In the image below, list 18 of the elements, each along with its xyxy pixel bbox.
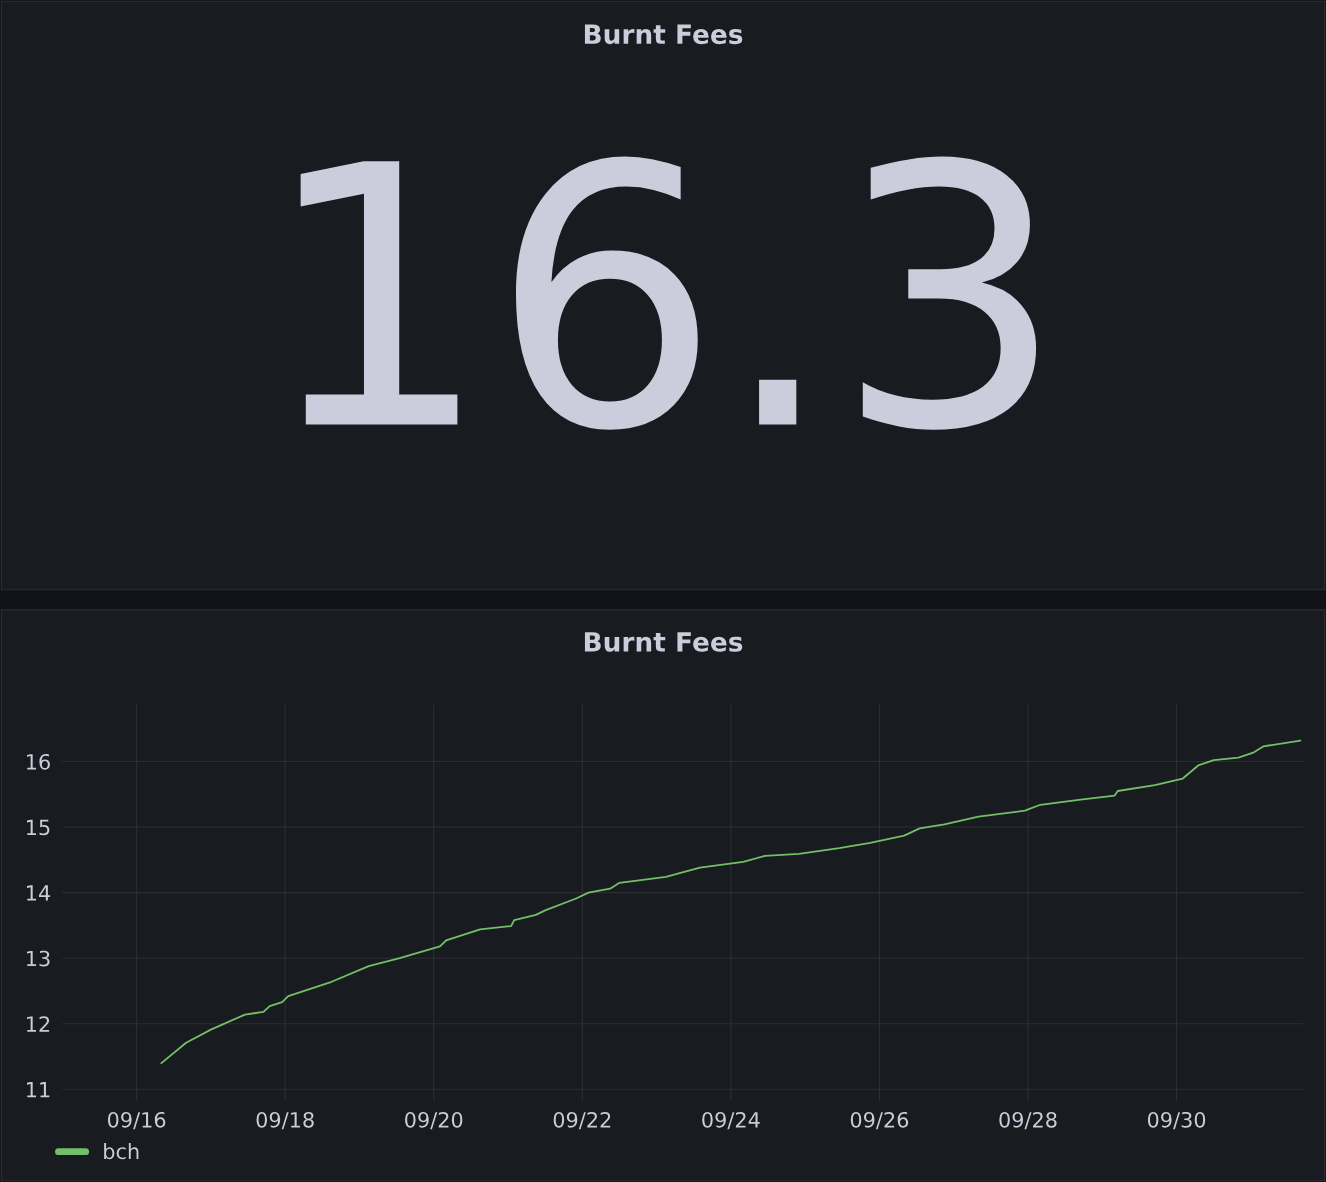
y-tick-label: 12 — [26, 1016, 50, 1032]
y-tick-label: 13 — [26, 950, 50, 967]
x-tick-label: 09/24 — [702, 1111, 760, 1130]
x-tick-label: 09/20 — [405, 1111, 463, 1130]
x-tick-label: 09/22 — [553, 1111, 611, 1130]
x-tick-label: 09/30 — [1147, 1111, 1206, 1130]
x-tick-label: 09/18 — [256, 1111, 314, 1130]
text: Burnt Fees — [584, 24, 743, 45]
x-tick-label: 09/16 — [107, 1111, 166, 1130]
legend-label: bch — [104, 1143, 139, 1160]
y-tick-label: 14 — [26, 885, 51, 901]
y-tick-label: 15 — [26, 819, 50, 836]
y-tick-label: 16 — [26, 753, 50, 770]
y-tick-label: 11 — [26, 1082, 50, 1098]
x-tick-label: 09/28 — [999, 1111, 1057, 1130]
x-tick-label: 09/26 — [850, 1111, 909, 1130]
text: 16.3 — [300, 156, 1037, 430]
chart-title: Burnt Fees — [584, 632, 743, 652]
